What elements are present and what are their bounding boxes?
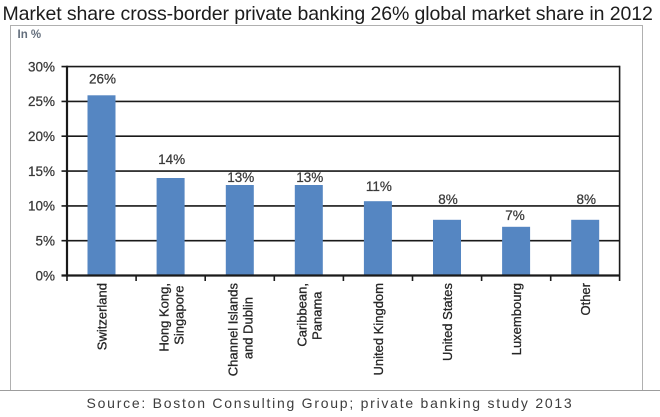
svg-text:26%: 26% (89, 72, 116, 87)
svg-text:25%: 25% (28, 94, 55, 109)
svg-text:5%: 5% (35, 234, 55, 249)
svg-text:8%: 8% (438, 192, 458, 207)
svg-text:United Kingdom: United Kingdom (371, 283, 386, 376)
svg-text:10%: 10% (28, 199, 55, 214)
svg-text:8%: 8% (576, 192, 596, 207)
svg-text:Luxembourg: Luxembourg (509, 283, 524, 355)
svg-text:13%: 13% (227, 170, 254, 185)
svg-text:14%: 14% (158, 152, 185, 167)
svg-text:United States: United States (440, 283, 455, 362)
svg-text:13%: 13% (296, 170, 323, 185)
svg-text:Singapore: Singapore (171, 286, 186, 345)
svg-text:Hong Kong,: Hong Kong, (156, 283, 171, 352)
svg-text:Caribbean,: Caribbean, (295, 283, 310, 347)
svg-text:20%: 20% (28, 129, 55, 144)
svg-text:Panama: Panama (310, 291, 325, 340)
svg-text:0%: 0% (35, 268, 55, 283)
svg-text:11%: 11% (366, 179, 392, 194)
svg-text:Other: Other (578, 282, 593, 315)
svg-text:30%: 30% (28, 59, 55, 74)
svg-text:Switzerland: Switzerland (95, 283, 110, 350)
svg-text:and Dublin: and Dublin (240, 297, 255, 359)
svg-text:7%: 7% (505, 208, 525, 223)
svg-text:Channel Islands: Channel Islands (225, 283, 240, 377)
svg-text:15%: 15% (28, 164, 55, 179)
